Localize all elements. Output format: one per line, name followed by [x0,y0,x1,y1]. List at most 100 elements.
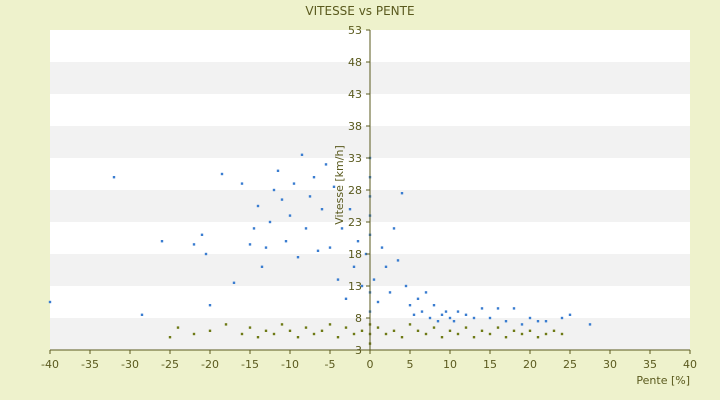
data-point-olive [344,326,348,329]
y-tick-label: 18 [348,248,362,261]
data-point-olive [424,332,428,336]
data-point-blue [376,300,380,304]
data-point-blue [252,227,256,230]
y-tick-label: 33 [348,152,362,165]
data-point-olive [288,329,292,332]
data-point-olive [520,332,524,336]
data-point-blue [284,240,288,243]
data-point-blue [568,313,572,316]
x-tick-label: -30 [121,358,139,371]
chart-title: VITESSE vs PENTE [305,4,414,18]
data-point-blue [264,246,268,249]
data-point-blue [332,185,336,188]
data-point-olive [248,326,252,329]
data-point-olive [192,332,196,336]
data-point-olive [488,332,492,336]
data-point-blue [560,316,564,320]
data-point-olive [336,336,340,339]
y-tick-label: 3 [355,344,362,357]
data-point-blue [388,291,392,294]
data-point-blue [304,227,308,230]
data-point-blue [296,256,300,259]
data-point-blue [432,304,436,307]
data-point-blue [392,227,396,230]
data-point-blue [328,246,332,249]
data-point-blue [380,246,384,249]
data-point-olive [168,336,172,339]
data-point-blue [308,195,312,198]
data-point-olive [496,326,500,329]
data-point-blue [192,243,196,246]
data-point-blue [352,265,356,268]
data-point-olive [256,336,260,339]
data-point-blue [272,188,276,192]
data-point-olive [224,323,228,326]
data-point-olive [560,332,564,336]
data-point-olive [408,323,412,326]
data-point-blue [456,310,460,313]
data-point-blue [504,320,508,323]
data-point-blue [360,284,364,288]
data-point-blue [396,259,400,262]
data-point-olive [544,332,548,336]
data-point-blue [544,320,548,323]
data-point-blue [316,249,320,252]
y-tick-label: 8 [355,312,362,325]
data-point-blue [428,316,432,320]
data-point-blue [480,307,484,310]
data-point-olive [352,332,356,336]
data-point-blue [496,307,500,310]
y-tick-label: 43 [348,88,362,101]
data-point-blue [208,304,212,307]
data-point-blue [536,320,540,323]
data-point-blue [220,172,224,176]
data-point-blue [112,176,116,179]
data-point-olive [384,332,388,336]
data-point-blue [276,169,280,172]
data-point-blue [312,176,316,179]
data-point-blue [416,297,420,300]
x-tick-label: 40 [683,358,697,371]
y-tick-label: 48 [348,56,362,69]
data-point-blue [200,233,204,236]
data-point-blue [280,198,284,201]
data-point-blue [248,243,252,246]
x-tick-label: -10 [281,358,299,371]
data-point-blue [488,316,492,320]
data-point-olive [456,332,460,336]
data-point-olive [208,329,212,332]
data-point-blue [588,323,592,326]
data-point-blue [324,163,328,166]
data-point-olive [392,329,396,332]
y-tick-label: 38 [348,120,362,133]
data-point-olive [448,329,452,332]
data-point-olive [400,336,404,339]
data-point-blue [436,320,440,323]
data-point-blue [512,307,516,310]
data-point-blue [424,291,428,294]
data-point-blue [268,220,272,224]
x-tick-label: 0 [367,358,374,371]
data-point-blue [408,304,412,307]
data-point-blue [340,227,344,230]
data-point-olive [512,329,516,332]
x-axis-label: Pente [%] [636,374,690,387]
x-tick-label: 10 [443,358,457,371]
data-point-blue [300,153,304,156]
axes [49,29,691,354]
data-point-blue [320,208,324,211]
data-point-olive [264,329,268,332]
x-tick-labels: -40 -35 -30 -25 -20 -15 -10 -5 0 5 10 15 20 25 30 35 40 [41,358,697,371]
data-point-blue [260,265,264,268]
data-point-blue [448,316,452,320]
data-point-blue [232,281,236,284]
data-point-blue [384,265,388,268]
data-point-olive [376,326,380,329]
data-point-blue [520,323,524,326]
data-point-olive [328,323,332,326]
x-tick-label: -35 [81,358,99,371]
data-point-blue [256,204,260,208]
data-point-olive [176,326,180,329]
data-point-blue [440,313,444,316]
